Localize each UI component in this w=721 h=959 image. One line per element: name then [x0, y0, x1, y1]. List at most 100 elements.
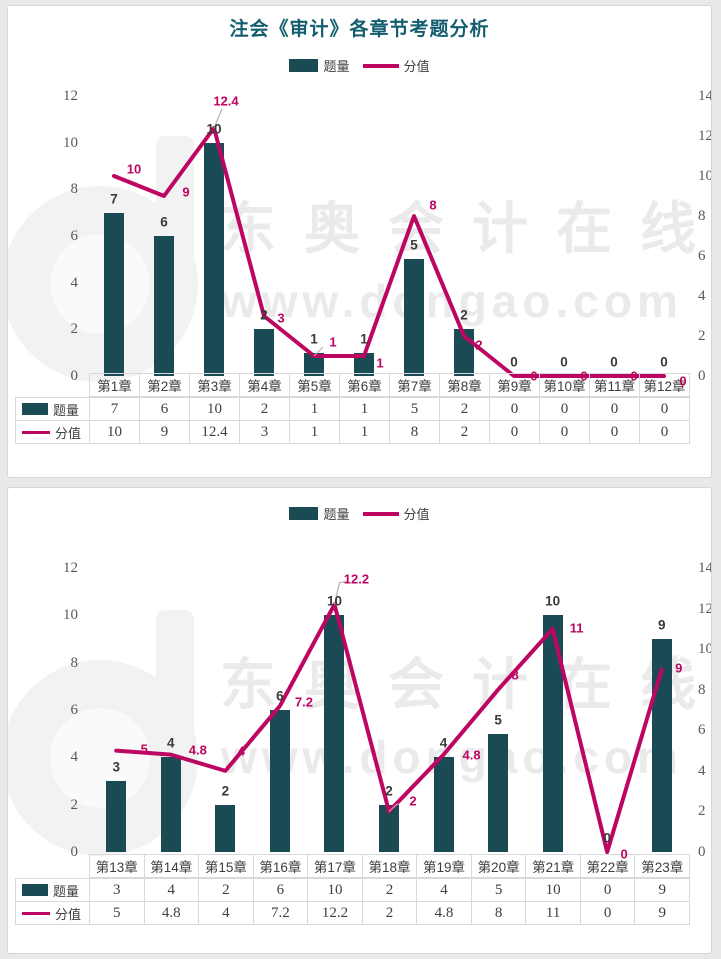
- axis-tick-label-right: 4: [698, 762, 706, 779]
- axis-tick-label-left: 2: [70, 796, 79, 813]
- table-series-name: 分值: [55, 425, 82, 441]
- axis-tick-label-right: 8: [698, 681, 706, 698]
- line-value-label: 5: [140, 741, 148, 757]
- table-value-cell: 2: [361, 901, 418, 925]
- line-value-label: 8: [429, 197, 437, 213]
- table-value-cell: 1: [289, 397, 340, 421]
- category-label: 第18章: [361, 854, 418, 878]
- bar: [454, 329, 474, 376]
- axis-tick-label-right: 14: [698, 88, 712, 104]
- table-value-cell: 8: [470, 901, 527, 925]
- category-label: 第8章: [439, 373, 490, 397]
- bar-value-label: 9: [657, 617, 666, 633]
- watermark-url: www.dongao.com: [221, 275, 683, 327]
- table-series-key: 分值: [15, 420, 90, 444]
- axis-tick-label-left: 6: [70, 702, 79, 718]
- table-value-cell: 2: [198, 878, 254, 902]
- table-series-name: 题量: [53, 402, 80, 418]
- line-value-label: 4.8: [462, 747, 481, 763]
- category-label: 第14章: [143, 854, 200, 878]
- table-value-cell: 5: [89, 901, 145, 925]
- table-value-cell: 6: [252, 878, 309, 902]
- bar: [379, 804, 399, 852]
- line-series-swatch-icon: [362, 511, 399, 516]
- legend-line-label: 分值: [403, 59, 430, 74]
- bar: [154, 236, 174, 376]
- legend-bar-label: 题量: [323, 507, 350, 522]
- bar: [160, 757, 181, 852]
- table-value-cell: 12.4: [189, 420, 240, 444]
- watermark-text: 东奥会计在线: [220, 197, 712, 260]
- line-value-label: 10: [126, 161, 142, 177]
- category-label: 第19章: [416, 854, 472, 878]
- table-value-cell: 9: [634, 901, 690, 925]
- bar: [106, 781, 127, 852]
- table-value-cell: 9: [139, 420, 190, 444]
- bar-value-label: 4: [167, 735, 175, 751]
- axis-tick-label-right: 6: [698, 248, 706, 264]
- axis-tick-label-left: 0: [70, 368, 79, 384]
- category-label: 第20章: [470, 854, 527, 878]
- bar: [542, 615, 563, 852]
- axis-tick-label-left: 0: [70, 844, 79, 860]
- line-value-label: 11: [569, 620, 584, 636]
- table-value-cell: 11: [525, 901, 581, 925]
- bar-value-label: 1: [310, 331, 318, 347]
- table-value-cell: 0: [589, 397, 640, 421]
- axis-tick-label-left: 8: [70, 654, 79, 671]
- bar-series-swatch-icon: [22, 403, 48, 415]
- line-value-label: 1: [376, 355, 384, 371]
- axis-tick-label-right: 10: [698, 641, 712, 658]
- table-series-key: 题量: [15, 397, 90, 421]
- line-value-label: 12.4: [213, 93, 239, 109]
- table-value-cell: 10: [307, 878, 363, 902]
- table-series-name: 题量: [53, 883, 80, 899]
- category-label: 第5章: [289, 373, 340, 397]
- table-value-cell: 0: [489, 420, 540, 444]
- table-value-cell: 5: [470, 878, 527, 902]
- table-value-cell: 4: [198, 901, 254, 925]
- axis-tick-label-left: 4: [70, 274, 79, 291]
- line-value-label: 0: [630, 368, 638, 384]
- category-label: 第6章: [339, 373, 390, 397]
- category-label: 第16章: [252, 854, 309, 878]
- axis-tick-label-right: 2: [698, 803, 706, 820]
- bar-value-label: 0: [603, 830, 611, 846]
- table-value-cell: 10: [189, 397, 240, 421]
- axis-tick-label-left: 8: [70, 181, 79, 198]
- bar: [433, 757, 454, 852]
- legend-bar-label: 题量: [323, 59, 350, 74]
- bar-value-label: 10: [545, 593, 561, 609]
- table-value-cell: 3: [239, 420, 290, 444]
- table-series-key: 题量: [15, 878, 90, 902]
- line-value-label: 12.2: [343, 571, 370, 586]
- legend-line-label: 分值: [403, 507, 430, 522]
- bar-value-label: 0: [660, 354, 668, 370]
- combo-chart-1: 东奥会计在线 www.dongao.com 0 2 4 6 8 10 12 0 2 4 6 8 10 12 14…: [8, 6, 711, 477]
- axis-tick-label-right: 0: [698, 368, 706, 384]
- axis-tick-label-right: 4: [698, 288, 706, 304]
- bar-series-swatch-icon: [22, 884, 48, 896]
- category-label: 第15章: [198, 854, 254, 878]
- table-value-cell: 4.8: [143, 901, 200, 925]
- table-value-cell: 0: [589, 420, 640, 444]
- line-value-label: 0: [620, 846, 628, 862]
- axis-tick-label-right: 2: [698, 328, 706, 344]
- bar-series-swatch-icon: [289, 507, 319, 520]
- axis-tick-label-right: 8: [698, 208, 706, 224]
- chart-panel-2: 题量 分值 东奥会计在线www.dongao.com02468101202468…: [7, 487, 712, 954]
- bar-value-label: 6: [276, 688, 284, 704]
- line-value-label: 1: [329, 334, 337, 350]
- table-value-cell: 0: [489, 397, 540, 421]
- line-series-swatch-icon: [22, 911, 50, 915]
- line-value-label: 0: [679, 373, 687, 389]
- bar-value-label: 7: [110, 191, 118, 207]
- bar-value-label: 4: [439, 735, 448, 751]
- table-series-key: 分值: [15, 901, 90, 925]
- bar: [254, 329, 274, 376]
- bar: [324, 615, 345, 852]
- table-value-cell: 7: [89, 397, 140, 421]
- table-value-cell: 10: [525, 878, 581, 902]
- line-value-label: 9: [182, 184, 190, 200]
- category-label: 第17章: [307, 854, 363, 878]
